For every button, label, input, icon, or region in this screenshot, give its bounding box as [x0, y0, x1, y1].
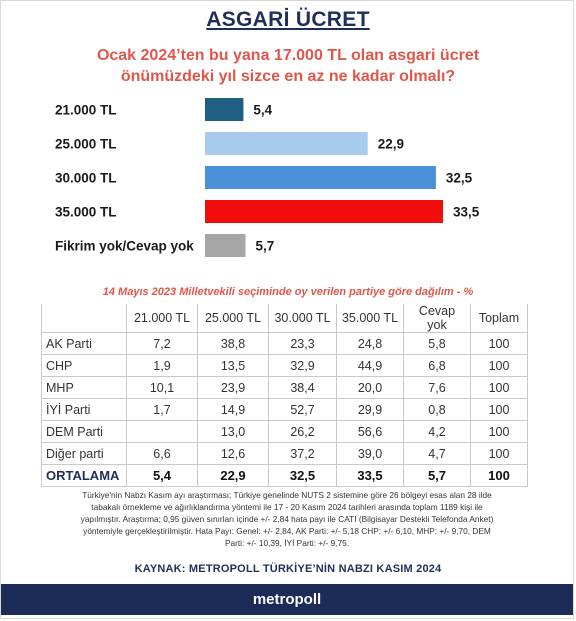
table-cell: 23,3 [268, 332, 337, 355]
column-header: 30.000 TL [268, 304, 337, 333]
table-cell: İYİ Parti [41, 398, 127, 421]
bar-category-label: 35.000 TL [55, 205, 117, 220]
bar-value-label: 5,7 [256, 239, 275, 254]
table-cell: 7,6 [403, 376, 471, 399]
table-row: MHP 10,1 23,9 38,4 20,0 7,6 100 [41, 376, 528, 399]
table-cell: 39,0 [336, 442, 404, 465]
table-cell: 32,5 [268, 464, 337, 487]
bar-value-label: 32,5 [446, 171, 473, 186]
table-cell: 22,9 [197, 464, 269, 487]
table-cell: 12,6 [197, 442, 269, 465]
subtitle-line-2: önümüzdeki yıl sizce en az ne kadar olma… [120, 68, 456, 85]
bar-category-label: 21.000 TL [55, 103, 117, 118]
table-cell: 6,6 [126, 442, 198, 465]
table-cell: MHP [41, 376, 127, 399]
table-cell: Diğer parti [41, 442, 127, 465]
table-cell: 100 [470, 332, 528, 355]
table-row: AK Parti 7,2 38,8 23,3 24,8 5,8 100 [41, 332, 528, 355]
note-line: yapılmıştır. Araştırma; 0,95 güven sınır… [80, 514, 494, 524]
bar-category-label: 30.000 TL [55, 171, 117, 186]
table-cell: 56,6 [336, 420, 404, 443]
table-cell: 5,7 [403, 464, 471, 487]
column-header: 35.000 TL [336, 304, 404, 333]
source-line: KAYNAK: METROPOLL TÜRKİYE’NİN NABZI KASI… [134, 563, 442, 575]
table-cell: 38,4 [268, 376, 337, 399]
table-cell: 1,7 [126, 398, 198, 421]
table-cell: 13,5 [197, 354, 269, 377]
column-header [41, 304, 127, 333]
column-header: 21.000 TL [126, 304, 198, 333]
table-row-average: ORTALAMA 5,4 22,9 32,5 33,5 5,7 100 [41, 464, 528, 487]
page-title: ASGARİ ÜCRET [206, 8, 370, 31]
table-cell: 20,0 [336, 376, 404, 399]
table-row: Diğer parti 6,6 12,6 37,2 39,0 4,7 100 [41, 442, 528, 465]
table-cell: 0,8 [403, 398, 471, 421]
table-cell: DEM Parti [41, 420, 127, 443]
column-header: Toplam [470, 304, 528, 333]
table-row: CHP 1,9 13,5 32,9 44,9 6,8 100 [41, 354, 528, 377]
table-row: DEM Parti 13,0 26,2 56,6 4,2 100 [41, 420, 528, 443]
table-cell [126, 420, 198, 443]
table-cell: 52,7 [268, 398, 337, 421]
subtitle-line-1: Ocak 2024’ten bu yana 17.000 TL olan asg… [96, 47, 480, 64]
footer-brand: metropoll [1, 584, 573, 615]
table-cell: 100 [470, 398, 528, 421]
bar [205, 200, 443, 223]
table-cell: 100 [470, 354, 528, 377]
table-cell: 100 [470, 376, 528, 399]
note-line: yöntemiyle gerçekleştirilmiştir. Hata Pa… [83, 526, 491, 536]
table-cell: 4,7 [403, 442, 471, 465]
table-cell: 29,9 [336, 398, 404, 421]
bar [205, 234, 246, 257]
table-cell: AK Parti [41, 332, 127, 355]
table-cell: 5,8 [403, 332, 471, 355]
table-cell: 100 [470, 442, 528, 465]
column-header: 25.000 TL [197, 304, 269, 333]
table-cell: 100 [470, 420, 528, 443]
table-cell: 23,9 [197, 376, 269, 399]
table-cell: 5,4 [126, 464, 198, 487]
bar-value-label: 22,9 [378, 137, 404, 152]
table-header-row: 21.000 TL 25.000 TL 30.000 TL 35.000 TL … [41, 304, 528, 333]
table-cell: CHP [41, 354, 127, 377]
note-line: Türkiye'nin Nabzı Kasım ayı araştırması;… [82, 490, 492, 500]
table-cell: 26,2 [268, 420, 337, 443]
table-cell: 10,1 [126, 376, 198, 399]
bar-category-label: Fikrim yok/Cevap yok [55, 239, 194, 254]
distribution-table: 21.000 TL 25.000 TL 30.000 TL 35.000 TL … [41, 304, 528, 487]
chart-subtitle: Ocak 2024’ten bu yana 17.000 TL olan asg… [20, 45, 556, 87]
bar [205, 132, 368, 155]
bar-value-label: 33,5 [453, 205, 480, 220]
bar-category-label: 25.000 TL [55, 137, 117, 152]
table-cell: 38,8 [197, 332, 269, 355]
note-line: Parti: +/- 10,39, İYİ Parti: +/- 9,75. [224, 538, 350, 548]
table-cell: 44,9 [336, 354, 404, 377]
bar-value-label: 5,4 [253, 103, 272, 118]
table-cell: 1,9 [126, 354, 198, 377]
table-cell: 4,2 [403, 420, 471, 443]
table-caption: 14 Mayıs 2023 Milletvekili seçiminde oy … [102, 286, 474, 298]
methodology-note: Türkiye'nin Nabzı Kasım ayı araştırması;… [44, 489, 530, 549]
table-cell: 6,8 [403, 354, 471, 377]
bar [205, 98, 244, 121]
table-cell: 13,0 [197, 420, 269, 443]
bar-chart: 21.000 TL 5,4 25.000 TL 22,9 30.000 TL 32,5 35… [55, 98, 480, 257]
table-cell: 7,2 [126, 332, 198, 355]
column-header: Cevap yok [403, 304, 471, 333]
bar [205, 166, 436, 189]
table-cell: 33,5 [336, 464, 404, 487]
note-line: tabakalı örnekleme ve ağırlıklandırma yö… [91, 502, 483, 512]
table-cell: 24,8 [336, 332, 404, 355]
table-cell: 32,9 [268, 354, 337, 377]
table-cell: 37,2 [268, 442, 337, 465]
table-cell: 14,9 [197, 398, 269, 421]
table-row: İYİ Parti 1,7 14,9 52,7 29,9 0,8 100 [41, 398, 528, 421]
table-cell: 100 [470, 464, 528, 487]
table-cell: ORTALAMA [41, 464, 127, 487]
